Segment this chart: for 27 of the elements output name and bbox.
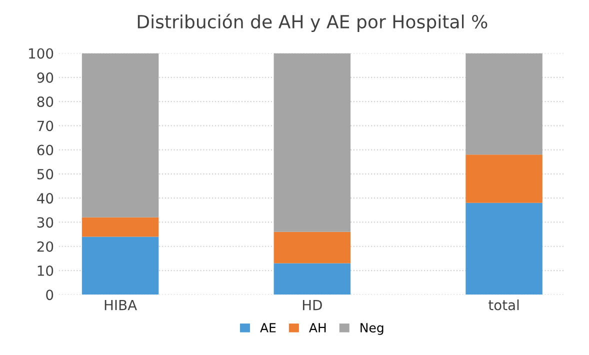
- legend-label: AE: [260, 323, 276, 332]
- y-tick-label: 60: [37, 144, 54, 156]
- y-tick-label: 40: [37, 193, 54, 204]
- legend-label: Neg: [360, 323, 384, 335]
- y-tick-label: 20: [37, 241, 54, 252]
- y-tick-label: 50: [37, 168, 54, 180]
- bar: [82, 236, 159, 295]
- bar: [466, 154, 542, 203]
- chart-title: Distribución de AH y AE por Hospital %: [138, 14, 488, 32]
- x-tick-label: HIBA: [104, 300, 137, 310]
- bar: [82, 217, 159, 237]
- bar: [274, 263, 351, 295]
- x-tick-label: HD: [302, 300, 322, 310]
- y-tick-label: 10: [38, 265, 54, 276]
- y-tick-label: 100: [29, 48, 54, 59]
- bar: [274, 53, 351, 232]
- bar: [466, 53, 542, 155]
- y-tick-label: 80: [37, 96, 54, 108]
- y-tick-label: 0: [46, 290, 54, 300]
- y-tick-label: 70: [38, 120, 54, 132]
- y-tick-label: 30: [37, 217, 54, 228]
- x-tick-label: total: [488, 300, 519, 310]
- y-tick-label: 90: [37, 72, 54, 83]
- legend-label: AH: [309, 323, 326, 332]
- bar: [466, 202, 542, 295]
- bar: [82, 53, 159, 218]
- bar: [274, 232, 351, 264]
